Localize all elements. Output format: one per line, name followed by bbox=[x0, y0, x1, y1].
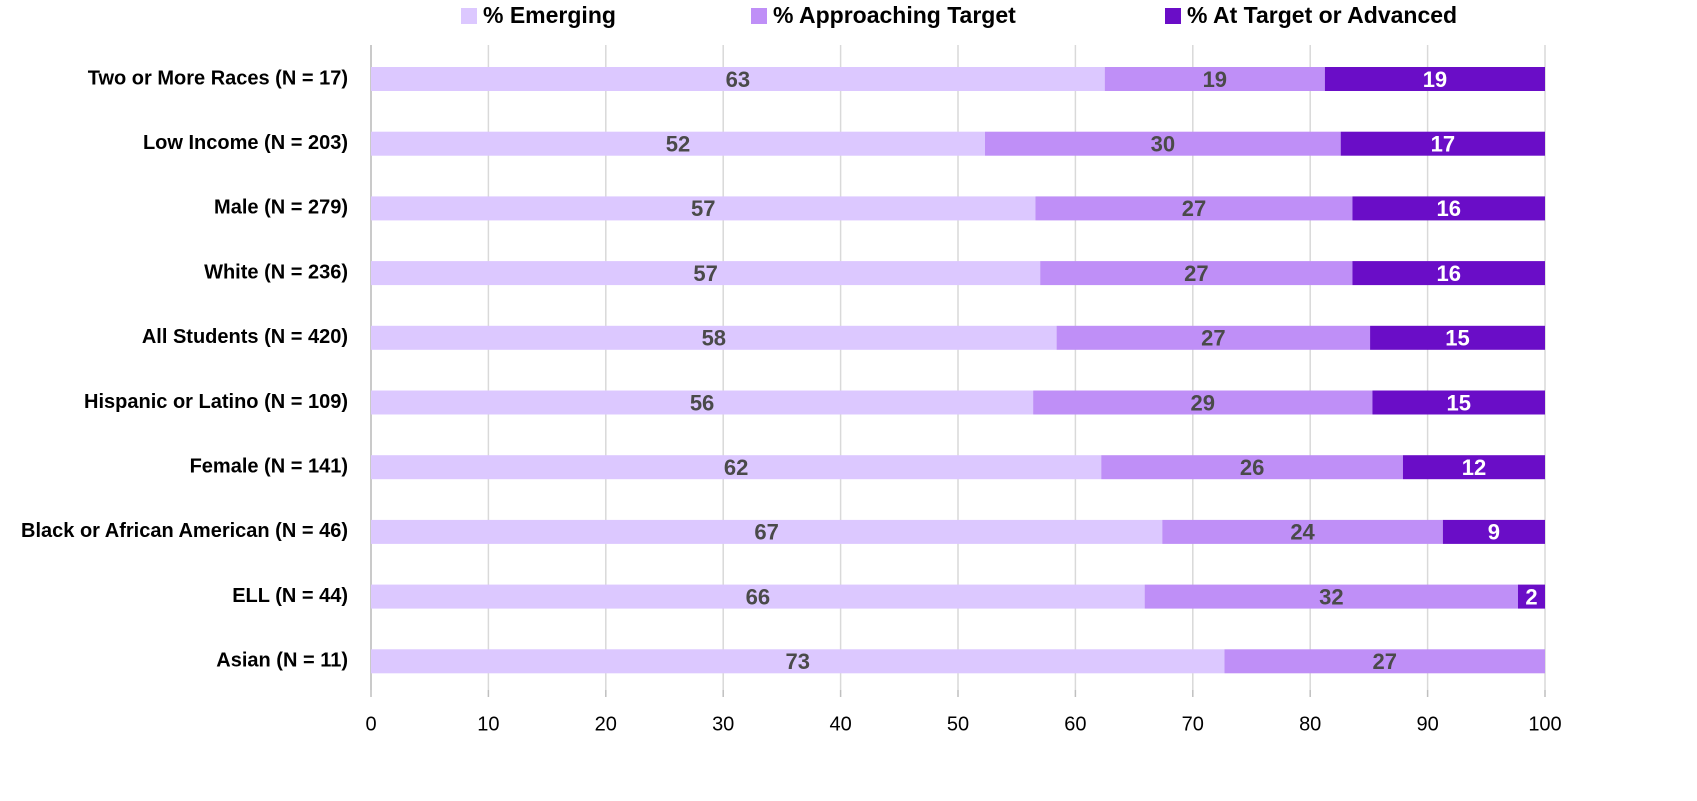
data-label: 63 bbox=[726, 67, 750, 92]
x-tick-label: 10 bbox=[477, 713, 499, 735]
legend-swatch bbox=[751, 8, 767, 24]
data-label: 52 bbox=[666, 132, 690, 157]
bar-segment bbox=[371, 519, 1163, 544]
data-label: 57 bbox=[693, 261, 717, 286]
data-label: 27 bbox=[1182, 196, 1206, 221]
data-label: 9 bbox=[1488, 520, 1500, 545]
data-label: 66 bbox=[746, 584, 770, 609]
data-label: 16 bbox=[1436, 196, 1460, 221]
y-tick-label: Female (N = 141) bbox=[190, 455, 348, 477]
data-label: 56 bbox=[690, 390, 714, 415]
bar-segment bbox=[1035, 196, 1353, 221]
data-label: 62 bbox=[724, 455, 748, 480]
data-label: 15 bbox=[1445, 326, 1469, 351]
bar-segment bbox=[371, 67, 1105, 91]
bar-segment bbox=[371, 649, 1225, 674]
legend-label: % Approaching Target bbox=[773, 2, 1016, 28]
bar-segment bbox=[1144, 584, 1518, 609]
y-tick-label: Black or African American (N = 46) bbox=[21, 520, 348, 542]
data-label: 27 bbox=[1373, 649, 1397, 674]
bar-segment bbox=[1442, 519, 1545, 544]
bar-segment bbox=[371, 196, 1036, 221]
bar-segment bbox=[1372, 390, 1545, 415]
data-label: 27 bbox=[1184, 261, 1208, 286]
bar-segment bbox=[1402, 455, 1545, 480]
data-label: 19 bbox=[1423, 67, 1447, 92]
bar-segment bbox=[1324, 67, 1545, 91]
x-tick-label: 80 bbox=[1299, 713, 1321, 735]
data-label: 17 bbox=[1431, 132, 1455, 157]
legend-label: % Emerging bbox=[483, 2, 616, 28]
bar-segment bbox=[371, 131, 986, 156]
data-label: 29 bbox=[1191, 390, 1215, 415]
bar-segment bbox=[1101, 455, 1403, 480]
bar-segment bbox=[1040, 261, 1353, 286]
data-label: 30 bbox=[1151, 132, 1175, 157]
y-tick-label: Two or More Races (N = 17) bbox=[88, 67, 348, 89]
x-tick-label: 40 bbox=[829, 713, 851, 735]
y-tick-label: All Students (N = 420) bbox=[142, 326, 348, 348]
data-label: 2 bbox=[1525, 584, 1537, 609]
y-tick-label: ELL (N = 44) bbox=[232, 585, 348, 607]
x-tick-label: 30 bbox=[712, 713, 734, 735]
data-label: 58 bbox=[702, 326, 726, 351]
data-label: 57 bbox=[691, 196, 715, 221]
bar-segment bbox=[1162, 519, 1443, 544]
bar-segment bbox=[371, 584, 1145, 609]
bar-segment bbox=[1056, 325, 1371, 350]
x-tick-label: 50 bbox=[947, 713, 969, 735]
x-tick-label: 0 bbox=[365, 713, 376, 735]
data-label: 32 bbox=[1319, 584, 1343, 609]
data-label: 67 bbox=[754, 520, 778, 545]
bar-segment bbox=[1033, 390, 1373, 415]
bar-segment bbox=[371, 325, 1057, 350]
y-tick-label: Low Income (N = 203) bbox=[143, 132, 348, 154]
data-label: 24 bbox=[1290, 520, 1315, 545]
bar-segment bbox=[1224, 649, 1545, 674]
data-label: 26 bbox=[1240, 455, 1264, 480]
legend-swatch bbox=[1165, 8, 1181, 24]
data-label: 73 bbox=[786, 649, 810, 674]
x-tick-label: 100 bbox=[1528, 713, 1561, 735]
bar-segment bbox=[1370, 325, 1545, 350]
bar-segment bbox=[1340, 131, 1545, 156]
data-label: 19 bbox=[1203, 67, 1227, 92]
data-label: 12 bbox=[1462, 455, 1486, 480]
bar-segment bbox=[371, 390, 1034, 415]
bar-segment bbox=[1517, 584, 1545, 609]
bar-segment bbox=[1352, 196, 1545, 221]
y-tick-label: White (N = 236) bbox=[204, 261, 348, 283]
bar-segment bbox=[371, 261, 1041, 286]
bar-segment bbox=[985, 131, 1341, 156]
y-tick-label: Hispanic or Latino (N = 109) bbox=[84, 391, 348, 413]
legend-label: % At Target or Advanced bbox=[1187, 2, 1457, 28]
x-tick-label: 90 bbox=[1416, 713, 1438, 735]
bar-segment bbox=[371, 455, 1102, 480]
data-label: 27 bbox=[1201, 326, 1225, 351]
x-tick-label: 60 bbox=[1064, 713, 1086, 735]
bar-segment bbox=[1104, 67, 1325, 91]
x-tick-label: 20 bbox=[595, 713, 617, 735]
data-label: 16 bbox=[1436, 261, 1460, 286]
x-tick-label: 70 bbox=[1182, 713, 1204, 735]
bar-segment bbox=[1352, 261, 1545, 286]
data-label: 15 bbox=[1446, 390, 1470, 415]
y-tick-label: Male (N = 279) bbox=[214, 197, 348, 219]
y-tick-label: Asian (N = 11) bbox=[216, 650, 348, 672]
legend-swatch bbox=[461, 8, 477, 24]
